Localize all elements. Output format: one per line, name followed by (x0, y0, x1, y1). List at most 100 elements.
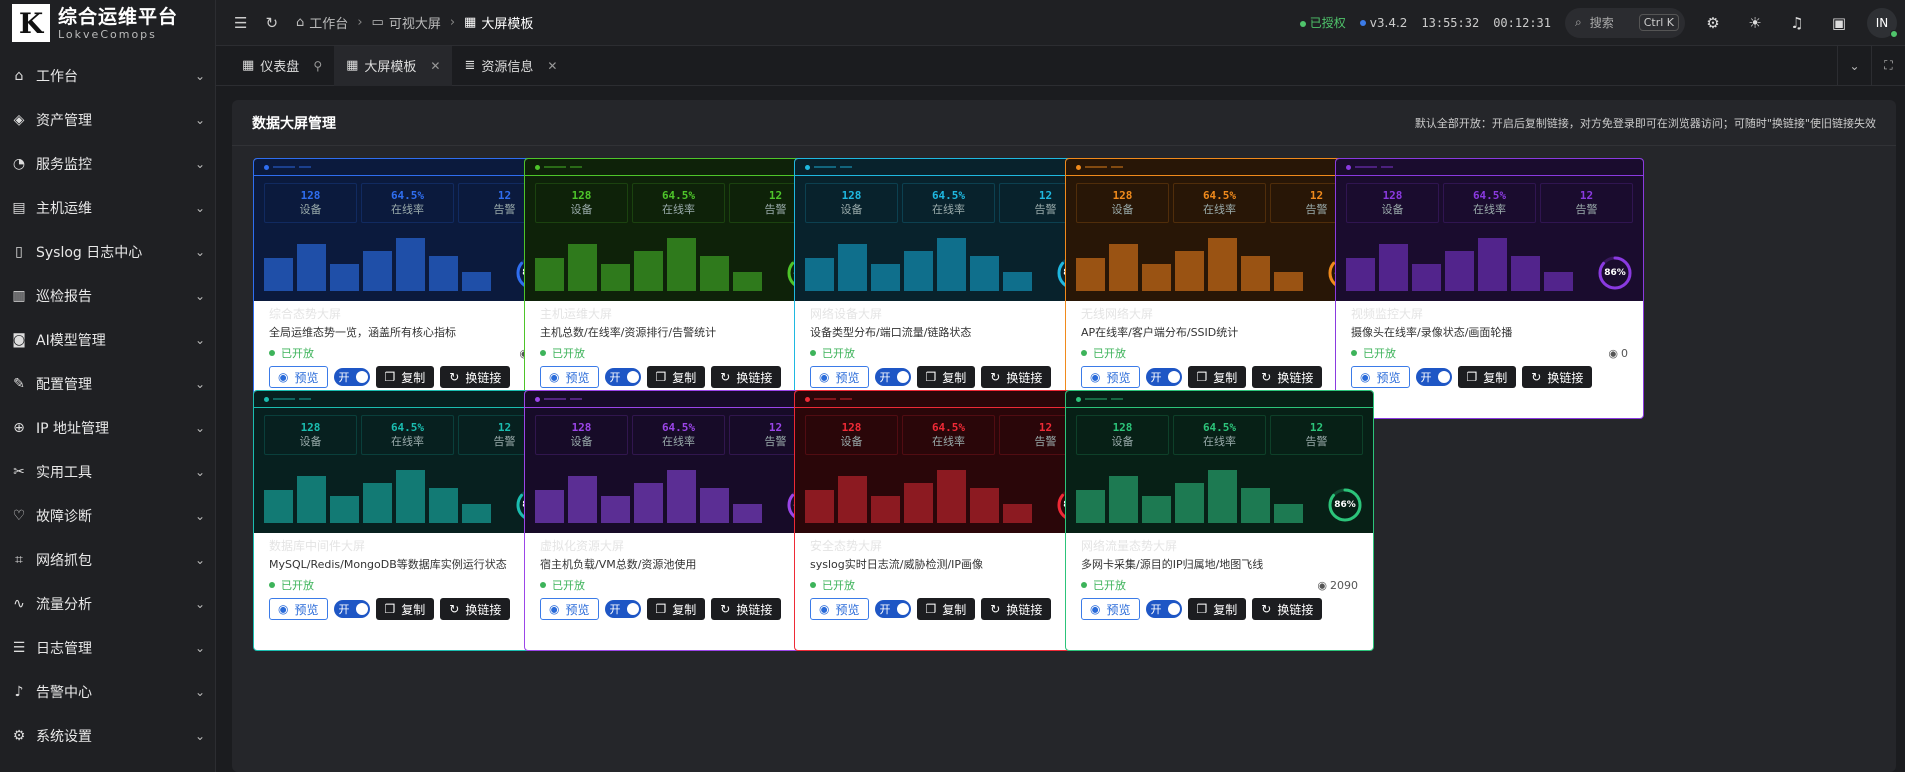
preview-button[interactable]: ◉ 预览 (810, 598, 869, 620)
sidebar-item[interactable]: ♡ 故障诊断 ⌄ (0, 494, 215, 538)
relink-button[interactable]: ↻ 换链接 (981, 598, 1052, 620)
screen-card[interactable]: 128 设备 64.5% 在线率 12 告警 86% 安全态势大屏 syslog… (794, 390, 1103, 651)
close-icon[interactable]: ✕ (547, 58, 558, 73)
screen-preview[interactable]: 128 设备 64.5% 在线率 12 告警 86% (795, 159, 1102, 301)
preview-button[interactable]: ◉ 预览 (269, 598, 328, 620)
relink-button[interactable]: ↻ 换链接 (440, 598, 511, 620)
refresh-icon[interactable]: ↻ (265, 13, 279, 32)
public-toggle[interactable]: 开 (604, 368, 641, 386)
public-toggle[interactable]: 开 (333, 368, 370, 386)
status-badge: 已开放 (810, 345, 855, 361)
menu-toggle-icon[interactable]: ☰ (234, 13, 248, 32)
sidebar-item[interactable]: ✎ 配置管理 ⌄ (0, 362, 215, 406)
copy-link-button[interactable]: ❐ 复制 (1457, 366, 1517, 388)
relink-button[interactable]: ↻ 换链接 (1252, 366, 1323, 388)
chevron-down-icon[interactable]: ⌄ (1837, 45, 1871, 86)
settings-icon[interactable]: ⚙ (1706, 13, 1720, 32)
sidebar-item[interactable]: ◈ 资产管理 ⌄ (0, 98, 215, 142)
screen-card[interactable]: 128 设备 64.5% 在线率 12 告警 86% 主机运维大屏 主机总数/在… (524, 158, 833, 419)
relink-button[interactable]: ↻ 换链接 (711, 598, 782, 620)
tab-resource-info[interactable]: ≣ 资源信息 ✕ (464, 58, 558, 75)
relink-button[interactable]: ↻ 换链接 (711, 366, 782, 388)
close-icon[interactable]: ✕ (430, 58, 441, 73)
avatar[interactable]: IN (1867, 7, 1898, 38)
sidebar-item[interactable]: ⊕ IP 地址管理 ⌄ (0, 406, 215, 450)
copy-link-button[interactable]: ❐ 复制 (916, 598, 976, 620)
relink-button[interactable]: ↻ 换链接 (981, 366, 1052, 388)
screen-card[interactable]: 128 设备 64.5% 在线率 12 告警 86% 虚拟化资源大屏 宿主机负载… (524, 390, 833, 651)
copy-link-button[interactable]: ❐ 复制 (1187, 598, 1247, 620)
copy-link-button[interactable]: ❐ 复制 (646, 598, 706, 620)
preview-button[interactable]: ◉ 预览 (1081, 598, 1140, 620)
breadcrumb-item-screens[interactable]: ▭ 可视大屏 (371, 15, 441, 32)
public-toggle[interactable]: 开 (1415, 368, 1452, 386)
tab-screen-templates[interactable]: ▦ 大屏模板 ✕ (334, 45, 453, 86)
public-toggle[interactable]: 开 (874, 368, 911, 386)
screen-preview[interactable]: 128 设备 64.5% 在线率 12 告警 86% (1066, 159, 1373, 301)
preview-bar (396, 238, 425, 291)
terminal-icon[interactable]: ▣ (1831, 13, 1847, 32)
preview-button[interactable]: ◉ 预览 (540, 366, 599, 388)
screen-preview[interactable]: 128 设备 64.5% 在线率 12 告警 86% (1066, 391, 1373, 533)
preview-stat: 12 告警 (729, 183, 822, 223)
copy-link-button[interactable]: ❐ 复制 (916, 366, 976, 388)
sidebar-item[interactable]: ∿ 流量分析 ⌄ (0, 582, 215, 626)
sidebar-item[interactable]: ▯ Syslog 日志中心 ⌄ (0, 230, 215, 274)
relink-button[interactable]: ↻ 换链接 (1252, 598, 1323, 620)
sidebar-item[interactable]: ♪ 告警中心 ⌄ (0, 670, 215, 714)
screen-preview[interactable]: 128 设备 64.5% 在线率 12 告警 86% (254, 391, 561, 533)
screen-card[interactable]: 128 设备 64.5% 在线率 12 告警 86% 无线网络大屏 AP在线率/… (1065, 158, 1374, 419)
preview-button[interactable]: ◉ 预览 (1081, 366, 1140, 388)
screen-card[interactable]: 128 设备 64.5% 在线率 12 告警 86% 综合态势大屏 全局运维态势… (253, 158, 562, 419)
screen-card[interactable]: 128 设备 64.5% 在线率 12 告警 86% 视频监控大屏 摄像头在线率… (1335, 158, 1644, 419)
screen-preview[interactable]: 128 设备 64.5% 在线率 12 告警 86% (525, 391, 832, 533)
breadcrumb: ⌂ 工作台 › ▭ 可视大屏 › ▦ 大屏模板 (296, 13, 533, 32)
screen-card[interactable]: 128 设备 64.5% 在线率 12 告警 86% 数据库中间件大屏 MySQ… (253, 390, 562, 651)
relink-button[interactable]: ↻ 换链接 (1522, 366, 1593, 388)
preview-button[interactable]: ◉ 预览 (1351, 366, 1410, 388)
screen-preview[interactable]: 128 设备 64.5% 在线率 12 告警 86% (254, 159, 561, 301)
screen-card[interactable]: 128 设备 64.5% 在线率 12 告警 86% 网络设备大屏 设备类型分布… (794, 158, 1103, 419)
sidebar-item[interactable]: ✂ 实用工具 ⌄ (0, 450, 215, 494)
public-toggle[interactable]: 开 (874, 600, 911, 618)
preview-bar (1208, 238, 1237, 291)
refresh-icon: ↻ (990, 370, 1001, 384)
screen-preview[interactable]: 128 设备 64.5% 在线率 12 告警 86% (1336, 159, 1643, 301)
sidebar-item[interactable]: ☰ 日志管理 ⌄ (0, 626, 215, 670)
tab-dashboard[interactable]: ▦ 仪表盘 ⚲ (242, 58, 323, 75)
copy-link-button[interactable]: ❐ 复制 (375, 366, 435, 388)
fullscreen-icon[interactable]: ⛶ (1871, 45, 1905, 86)
sidebar-item[interactable]: ⌗ 网络抓包 ⌄ (0, 538, 215, 582)
copy-icon: ❐ (1196, 602, 1208, 616)
preview-bar (601, 264, 630, 291)
public-toggle[interactable]: 开 (1145, 600, 1182, 618)
uptime: 00:12:31 (1493, 15, 1551, 30)
public-toggle[interactable]: 开 (604, 600, 641, 618)
sidebar-item[interactable]: ▤ 主机运维 ⌄ (0, 186, 215, 230)
sidebar-item[interactable]: ⌂ 工作台 ⌄ (0, 54, 215, 98)
brand-logo[interactable]: K 综合运维平台 LokveComops (0, 0, 215, 46)
notification-bell-icon[interactable]: ♫ (1790, 13, 1804, 32)
relink-button[interactable]: ↻ 换链接 (440, 366, 511, 388)
public-toggle[interactable]: 开 (1145, 368, 1182, 386)
screen-preview[interactable]: 128 设备 64.5% 在线率 12 告警 86% (525, 159, 832, 301)
preview-button[interactable]: ◉ 预览 (269, 366, 328, 388)
sidebar-item[interactable]: ◔ 服务监控 ⌄ (0, 142, 215, 186)
refresh-icon: ↻ (449, 602, 460, 616)
theme-sun-icon[interactable]: ☀ (1748, 13, 1762, 32)
preview-button[interactable]: ◉ 预览 (810, 366, 869, 388)
public-toggle[interactable]: 开 (333, 600, 370, 618)
copy-link-button[interactable]: ❐ 复制 (1187, 366, 1247, 388)
copy-link-button[interactable]: ❐ 复制 (646, 366, 706, 388)
preview-button[interactable]: ◉ 预览 (540, 598, 599, 620)
screen-preview[interactable]: 128 设备 64.5% 在线率 12 告警 86% (795, 391, 1102, 533)
sidebar-item[interactable]: ◙ AI模型管理 ⌄ (0, 318, 215, 362)
copy-link-button[interactable]: ❐ 复制 (375, 598, 435, 620)
sidebar-item[interactable]: ▥ 巡检报告 ⌄ (0, 274, 215, 318)
screen-description: 主机总数/在线率/资源排行/告警统计 (540, 326, 717, 339)
sidebar-item[interactable]: ⚙ 系统设置 ⌄ (0, 714, 215, 758)
screen-card[interactable]: 128 设备 64.5% 在线率 12 告警 86% 网络流量态势大屏 多网卡采… (1065, 390, 1374, 651)
breadcrumb-item-home[interactable]: ⌂ 工作台 (296, 15, 349, 32)
pin-icon[interactable]: ⚲ (313, 58, 323, 73)
search-input[interactable]: ⌕ 搜索 Ctrl K (1565, 7, 1685, 38)
